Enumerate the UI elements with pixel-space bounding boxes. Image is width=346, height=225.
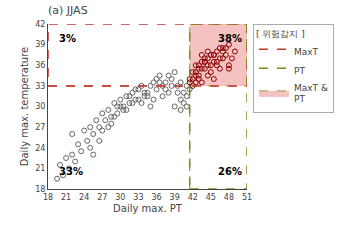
svg-text:30: 30: [115, 193, 125, 202]
svg-text:33%: 33%: [59, 166, 83, 177]
svg-text:36: 36: [35, 61, 45, 70]
svg-text:42: 42: [188, 193, 198, 202]
svg-text:MaxT: MaxT: [294, 47, 319, 57]
svg-text:33: 33: [133, 193, 143, 202]
svg-text:45: 45: [206, 193, 216, 202]
svg-text:Daily max. temperature: Daily max. temperature: [19, 47, 30, 166]
svg-text:PT: PT: [294, 66, 305, 76]
svg-text:39: 39: [170, 193, 180, 202]
svg-text:[ 위험감지 ]: [ 위험감지 ]: [256, 29, 305, 39]
svg-text:(a) JJAS: (a) JJAS: [48, 4, 88, 17]
svg-text:MaxT &PT: MaxT &PT: [294, 83, 328, 105]
svg-text:21: 21: [61, 193, 71, 202]
svg-text:26%: 26%: [218, 166, 242, 177]
svg-text:33: 33: [35, 82, 45, 91]
svg-text:Daily max. PT: Daily max. PT: [113, 203, 183, 214]
svg-text:24: 24: [79, 193, 89, 202]
svg-text:48: 48: [224, 193, 234, 202]
svg-text:30: 30: [35, 102, 45, 111]
svg-text:36: 36: [151, 193, 161, 202]
svg-text:51: 51: [242, 193, 252, 202]
svg-text:24: 24: [35, 144, 45, 153]
svg-text:42: 42: [35, 20, 45, 29]
svg-text:27: 27: [35, 123, 45, 132]
svg-text:18: 18: [43, 193, 53, 202]
svg-text:18: 18: [35, 185, 45, 194]
svg-text:21: 21: [35, 164, 45, 173]
svg-text:27: 27: [97, 193, 107, 202]
svg-text:39: 39: [35, 40, 45, 49]
svg-text:38%: 38%: [218, 33, 242, 44]
svg-text:3%: 3%: [59, 33, 76, 44]
